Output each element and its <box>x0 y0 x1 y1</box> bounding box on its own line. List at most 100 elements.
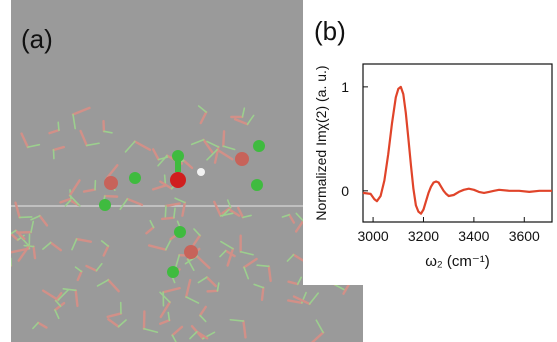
water-molecule-bond <box>159 319 171 325</box>
water-molecule-bond <box>157 156 169 161</box>
water-molecule-bond <box>198 305 207 317</box>
water-molecule-bond <box>173 207 176 219</box>
water-molecule-bond <box>62 288 77 292</box>
oxygen-atom <box>235 152 249 166</box>
spectrum-panel: 3000 3200 3400 3600 0 1 ω₂ (cm⁻¹) Normalized Im… <box>303 0 557 285</box>
water-molecule-bond <box>227 208 241 217</box>
water-molecule-bond <box>124 140 136 153</box>
y-tick-label: 0 <box>341 183 349 199</box>
water-molecule-bond <box>267 265 272 283</box>
water-molecule-bond <box>256 264 270 268</box>
hydrogen-atom <box>167 266 179 278</box>
water-molecule-bond <box>213 200 222 217</box>
water-molecule-bond <box>69 199 80 207</box>
water-molecule-bond <box>202 138 214 155</box>
water-molecule-bond <box>292 295 311 306</box>
hydrogen-atom <box>99 199 111 211</box>
water-molecule-bond <box>237 206 245 219</box>
water-molecule-bond <box>342 282 351 295</box>
water-molecule-bond <box>199 110 208 125</box>
hydrogen-atom <box>174 226 186 238</box>
water-molecule-bond <box>147 244 167 251</box>
water-molecule-bond <box>11 232 19 242</box>
water-molecule-bond <box>242 214 252 219</box>
water-molecule-bond <box>243 266 250 280</box>
plot-frame <box>362 63 553 223</box>
water-molecule-bond <box>38 214 49 227</box>
water-molecule-bond <box>287 280 299 286</box>
water-molecule-bond <box>164 202 181 208</box>
water-molecule-bond <box>222 145 236 151</box>
water-molecule-bond <box>14 201 21 219</box>
water-molecule-bond <box>151 184 167 191</box>
panel-a-label: (a) <box>21 24 53 54</box>
water-molecule-bond <box>310 331 325 342</box>
water-molecule-bond <box>96 279 110 287</box>
water-molecule-bond <box>233 118 249 126</box>
hydrogen-atom <box>253 140 265 152</box>
water-molecule-bond <box>103 194 119 198</box>
water-molecule-bond <box>53 301 66 312</box>
x-tick-label: 3200 <box>408 228 439 244</box>
water-molecule-bond <box>26 143 41 148</box>
water-molecule-bond <box>193 228 201 237</box>
spectrum-chart: 3000 3200 3400 3600 0 1 ω₂ (cm⁻¹) Normalized Im… <box>313 63 553 270</box>
water-molecule-bond <box>126 197 144 207</box>
water-molecule-bond <box>119 198 129 211</box>
water-molecule-bond <box>95 262 103 272</box>
water-molecule-bond <box>296 276 303 285</box>
water-molecule-bond <box>220 240 234 250</box>
x-tick-label: 3600 <box>509 228 540 244</box>
water-molecule-bond <box>68 179 81 197</box>
water-molecule-bond <box>222 130 226 148</box>
water-molecule-bond <box>69 194 81 207</box>
water-molecule-bond <box>106 312 123 319</box>
water-molecule-bond <box>185 296 200 304</box>
water-molecule-bond <box>57 289 69 301</box>
water-molecule-bond <box>226 247 235 267</box>
water-molecule-bond <box>54 299 62 308</box>
water-molecule-bond <box>295 212 305 222</box>
water-molecule-bond <box>192 234 202 246</box>
water-molecule-bond <box>30 220 35 234</box>
water-molecule-bond <box>79 129 88 147</box>
water-molecule-bond <box>281 214 291 218</box>
water-molecule-bond <box>205 276 217 288</box>
water-molecule-bond <box>49 241 63 252</box>
water-molecule-bond <box>82 188 97 193</box>
highlight-oxygen-atom <box>170 172 186 188</box>
water-molecule-bond <box>197 105 207 113</box>
water-molecule-bond <box>52 145 65 152</box>
hydrogen-atom <box>172 150 184 162</box>
water-molecule-bond <box>292 253 305 262</box>
water-molecule-bond <box>229 318 245 322</box>
water-molecule-bond <box>85 264 98 272</box>
water-molecule-bond <box>190 138 205 146</box>
water-molecule-bond <box>199 314 207 323</box>
water-molecule-bond <box>159 291 171 303</box>
water-molecule-bond <box>107 278 120 293</box>
water-molecule-bond <box>239 250 254 256</box>
oxygen-atom <box>184 245 198 259</box>
water-molecule-bond <box>48 128 61 135</box>
water-molecule-bond <box>215 148 234 161</box>
water-molecule-bond <box>219 212 234 217</box>
water-molecule-bond <box>59 197 73 204</box>
water-molecule-bond <box>32 321 39 330</box>
water-molecule-bond <box>32 245 37 260</box>
water-molecule-bond <box>181 201 187 217</box>
spectrum-line <box>362 85 552 215</box>
water-molecule-bond <box>195 330 209 340</box>
water-molecule-bond <box>184 278 192 299</box>
water-molecule-bond <box>219 249 227 258</box>
water-molecule-bond <box>206 148 218 161</box>
water-molecule-bond <box>11 229 17 235</box>
x-axis-label: ω₂ (cm⁻¹) <box>425 253 490 270</box>
water-molecule-bond <box>286 253 295 262</box>
hydrogen-atom <box>251 179 263 191</box>
hydrogen-atom <box>129 172 141 184</box>
water-molecule-bond <box>241 107 246 118</box>
panel-b-label: (b) <box>314 16 346 46</box>
x-tick-label: 3000 <box>358 228 389 244</box>
water-molecule-bond <box>42 241 52 250</box>
